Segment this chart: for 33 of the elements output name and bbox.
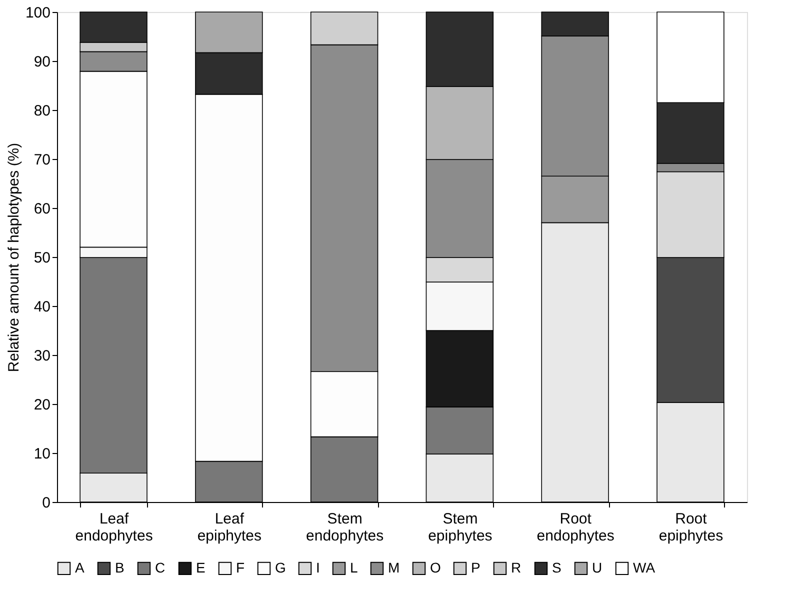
y-tick-label: 40 xyxy=(34,298,50,316)
x-tick-label: Stem epiphytes xyxy=(428,510,492,544)
x-tick-label: Leaf endophytes xyxy=(75,510,153,544)
legend-label: L xyxy=(350,559,358,576)
y-tick-label: 0 xyxy=(42,494,50,512)
legend-label: B xyxy=(115,559,124,576)
legend-label: P xyxy=(471,559,480,576)
x-tick-label: Root endophytes xyxy=(536,510,614,544)
legend-label: E xyxy=(196,559,206,576)
x-tick-label: Leaf epiphytes xyxy=(197,510,262,544)
legend-label: M xyxy=(388,559,400,576)
y-tick-label: 50 xyxy=(34,250,50,266)
y-tick-label: 90 xyxy=(34,54,50,70)
y-tick-label: 70 xyxy=(34,152,50,168)
y-tick-label: 80 xyxy=(34,102,50,120)
y-tick-label: 10 xyxy=(34,446,50,462)
legend-label: O xyxy=(430,559,441,576)
y-tick-label: 60 xyxy=(34,200,50,218)
legend-label: R xyxy=(511,559,522,576)
legend-label: I xyxy=(316,559,320,576)
y-tick-label: 100 xyxy=(25,4,50,22)
legend-label: F xyxy=(236,559,245,576)
x-tick-label: Root epiphytes xyxy=(658,510,724,544)
legend-label: A xyxy=(75,559,85,576)
legend-label: C xyxy=(155,559,166,576)
y-tick-label: 30 xyxy=(34,348,50,364)
y-tick-label: 20 xyxy=(34,396,50,414)
legend-label: G xyxy=(275,559,286,576)
y-axis-title: Relative amount of haplotypes (%) xyxy=(5,142,22,372)
legend-label: U xyxy=(592,559,602,576)
x-tick-label: Stem endophytes xyxy=(306,510,384,544)
legend-label: S xyxy=(552,559,562,576)
legend-label: WA xyxy=(633,559,656,576)
